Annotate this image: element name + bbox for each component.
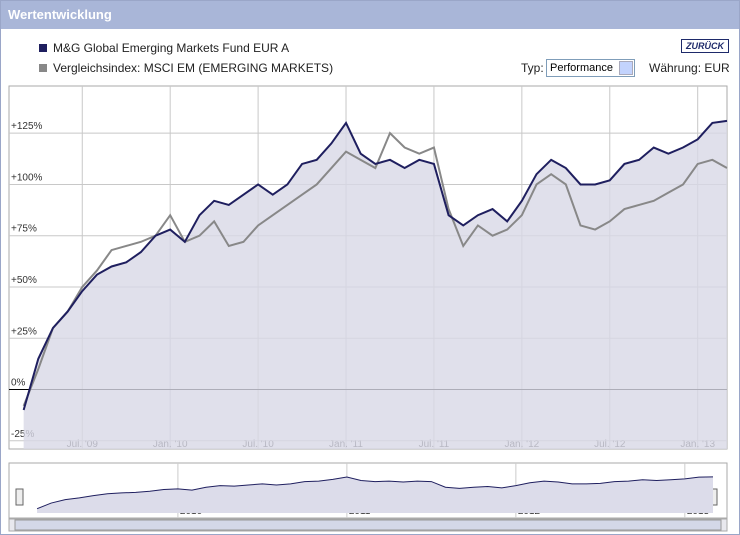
legend-entry: M&G Global Emerging Markets Fund EUR A xyxy=(39,41,289,55)
select-value: Performance xyxy=(550,62,613,74)
navigator-handle[interactable] xyxy=(15,488,24,506)
type-label: Typ: xyxy=(521,61,544,75)
type-select[interactable]: Performance xyxy=(546,59,635,77)
y-tick-label: 0% xyxy=(11,378,26,389)
select-arrow xyxy=(619,61,633,75)
currency-label: Währung: EUR xyxy=(649,61,730,75)
y-tick-label: -25% xyxy=(11,429,34,440)
area xyxy=(23,120,727,449)
y-tick-label: +50% xyxy=(11,275,37,286)
legend-entry: Vergleichsindex: MSCI EM (EMERGING MARKE… xyxy=(39,61,333,75)
back-button[interactable]: ZURÜCK xyxy=(681,39,729,53)
navigator-line xyxy=(36,476,714,510)
y-tick-label: +25% xyxy=(11,326,37,337)
y-tick-label: +125% xyxy=(11,121,43,132)
series-line xyxy=(22,131,728,407)
header-title: Wertentwicklung xyxy=(1,1,739,29)
legend-label: Vergleichsindex: MSCI EM (EMERGING MARKE… xyxy=(53,61,334,75)
y-tick-label: +100% xyxy=(11,172,43,183)
legend-swatch xyxy=(39,44,47,52)
navigator-area xyxy=(37,476,713,513)
y-tick-label: +75% xyxy=(11,224,37,235)
legend-swatch xyxy=(39,64,47,72)
legend-label: M&G Global Emerging Markets Fund EUR A xyxy=(53,41,290,55)
series-line xyxy=(22,119,728,411)
scrollbar-thumb[interactable] xyxy=(14,519,722,531)
